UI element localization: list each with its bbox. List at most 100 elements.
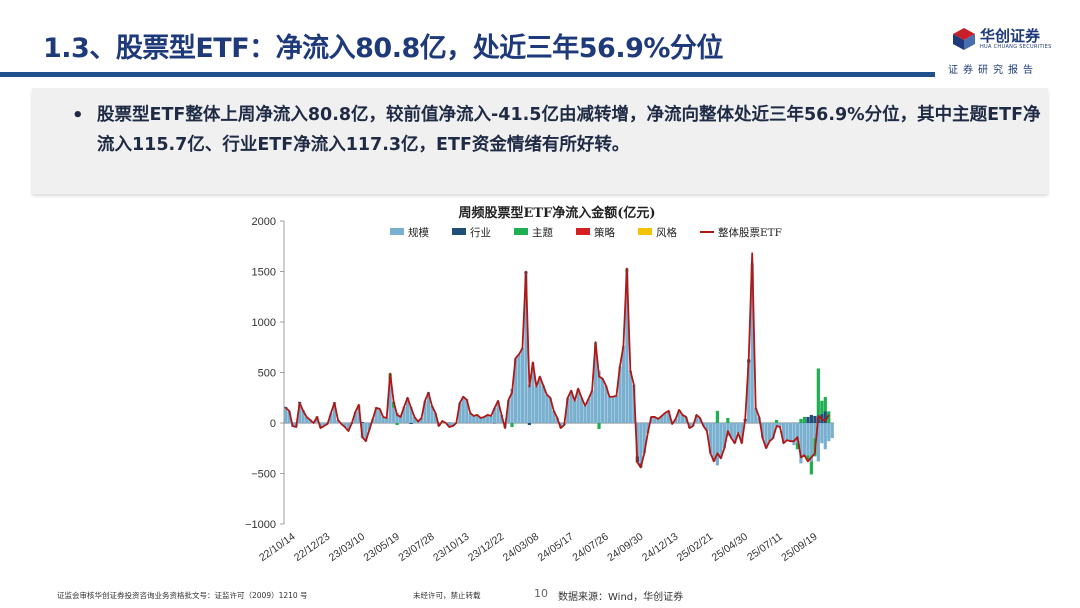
bar-规模 — [660, 415, 664, 423]
bar-行业 — [527, 423, 532, 426]
legend-label-策略: 策略 — [594, 226, 615, 239]
bar-规模 — [607, 396, 612, 423]
bar-规模 — [301, 410, 305, 423]
x-tick-label: 22/10/14 — [257, 531, 297, 564]
legend-swatch-风格 — [638, 228, 652, 235]
bar-规模 — [611, 396, 615, 423]
bar-规模 — [378, 408, 382, 423]
bar-规模 — [412, 416, 417, 423]
bar-规模 — [458, 402, 462, 423]
chart-legend: 规模 行业 主题 策略 风格 整体股票ETF — [390, 226, 782, 239]
header-label-tab — [935, 60, 1080, 77]
bar-行业 — [409, 423, 413, 425]
bar-规模 — [287, 410, 291, 423]
bar-行业 — [813, 415, 817, 423]
bar-主题 — [726, 417, 730, 423]
y-tick-label: −1000 — [245, 519, 276, 531]
bar-规模 — [674, 418, 678, 423]
bar-行业 — [284, 406, 288, 408]
bar-规模 — [715, 423, 719, 466]
bar-规模 — [395, 412, 399, 423]
x-tick-label: 24/07/26 — [570, 531, 610, 564]
bar-规模 — [788, 423, 793, 442]
bar-规模 — [402, 406, 406, 423]
bar-规模 — [778, 423, 782, 428]
legend-label-整体股票ETF: 整体股票ETF — [718, 226, 782, 239]
bar-规模 — [604, 385, 608, 423]
etf-flow-chart: 周频股票型ETF净流入金额(亿元) 规模 行业 主题 策略 风格 整体股票ETF −100… — [245, 205, 834, 564]
x-tick-label: 22/12/23 — [292, 531, 332, 564]
bar-主题 — [510, 423, 514, 428]
bar-主题 — [806, 455, 810, 461]
bar-主题 — [802, 416, 807, 423]
bar-行业 — [493, 423, 497, 424]
bar-规模 — [576, 388, 580, 423]
bar-规模 — [795, 423, 800, 444]
bar-规模 — [493, 407, 497, 423]
bar-规模 — [357, 404, 361, 423]
y-tick-label: 0 — [270, 418, 276, 430]
legend-swatch-行业 — [452, 228, 466, 235]
bar-规模 — [315, 416, 319, 423]
report-label: 证券研究报告 — [948, 65, 1038, 76]
bar-规模 — [364, 423, 368, 442]
legend-label-风格: 风格 — [656, 226, 677, 239]
chart-title: 周频股票型ETF净流入金额(亿元) — [458, 205, 655, 221]
bar-行业 — [806, 416, 810, 423]
bar-规模 — [694, 414, 699, 423]
data-source: 数据来源：Wind，华创证券 — [558, 592, 684, 603]
bar-规模 — [806, 423, 810, 456]
bar-规模 — [774, 423, 779, 427]
bar-规模 — [284, 407, 288, 423]
bar-规模 — [722, 423, 726, 449]
bar-规模 — [451, 423, 455, 427]
bar-规模 — [298, 402, 302, 423]
x-tick-label: 23/05/19 — [362, 531, 402, 564]
bar-规模 — [639, 423, 643, 464]
bar-规模 — [510, 389, 514, 423]
bar-主题 — [827, 411, 831, 423]
bar-规模 — [569, 390, 573, 423]
bar-规模 — [764, 423, 768, 449]
bar-规模 — [374, 407, 378, 423]
bar-规模 — [399, 416, 403, 423]
x-tick-label: 25/07/11 — [745, 531, 785, 564]
bar-规模 — [583, 405, 587, 423]
bar-规模 — [705, 423, 709, 432]
bar-规模 — [712, 423, 716, 462]
x-tick-label: 23/10/13 — [431, 531, 471, 564]
bar-规模 — [736, 423, 740, 434]
bar-规模 — [343, 423, 347, 427]
bar-规模 — [621, 346, 625, 423]
bar-规模 — [593, 342, 598, 423]
legend-swatch-规模 — [390, 228, 404, 235]
bar-规模 — [754, 407, 758, 423]
y-tick-label: −500 — [251, 469, 276, 481]
bar-规模 — [771, 423, 775, 439]
bar-行业 — [809, 414, 813, 423]
bar-规模 — [618, 366, 622, 423]
bar-规模 — [642, 423, 646, 454]
bar-规模 — [388, 378, 392, 423]
company-logo: 华创证券 HUA CHUANG SECURITIES — [952, 25, 1062, 59]
bar-规模 — [747, 362, 751, 423]
bar-规模 — [600, 378, 605, 423]
bar-主题 — [823, 397, 827, 412]
bar-规模 — [541, 385, 545, 423]
bar-主题 — [715, 410, 719, 423]
bar-规模 — [531, 362, 535, 423]
bar-规模 — [823, 423, 827, 450]
bar-主题 — [597, 423, 601, 430]
legend-label-规模: 规模 — [408, 226, 429, 239]
y-tick-label: 2000 — [252, 216, 276, 228]
x-tick-label: 24/12/13 — [640, 531, 680, 564]
bar-规模 — [405, 397, 410, 423]
bar-规模 — [308, 419, 312, 423]
bar-规模 — [486, 414, 490, 423]
logo-cube-icon — [953, 28, 975, 50]
bar-规模 — [799, 423, 803, 464]
bar-规模 — [792, 423, 796, 446]
bar-规模 — [830, 423, 834, 439]
bar-规模 — [656, 418, 660, 423]
bar-规模 — [625, 271, 629, 423]
